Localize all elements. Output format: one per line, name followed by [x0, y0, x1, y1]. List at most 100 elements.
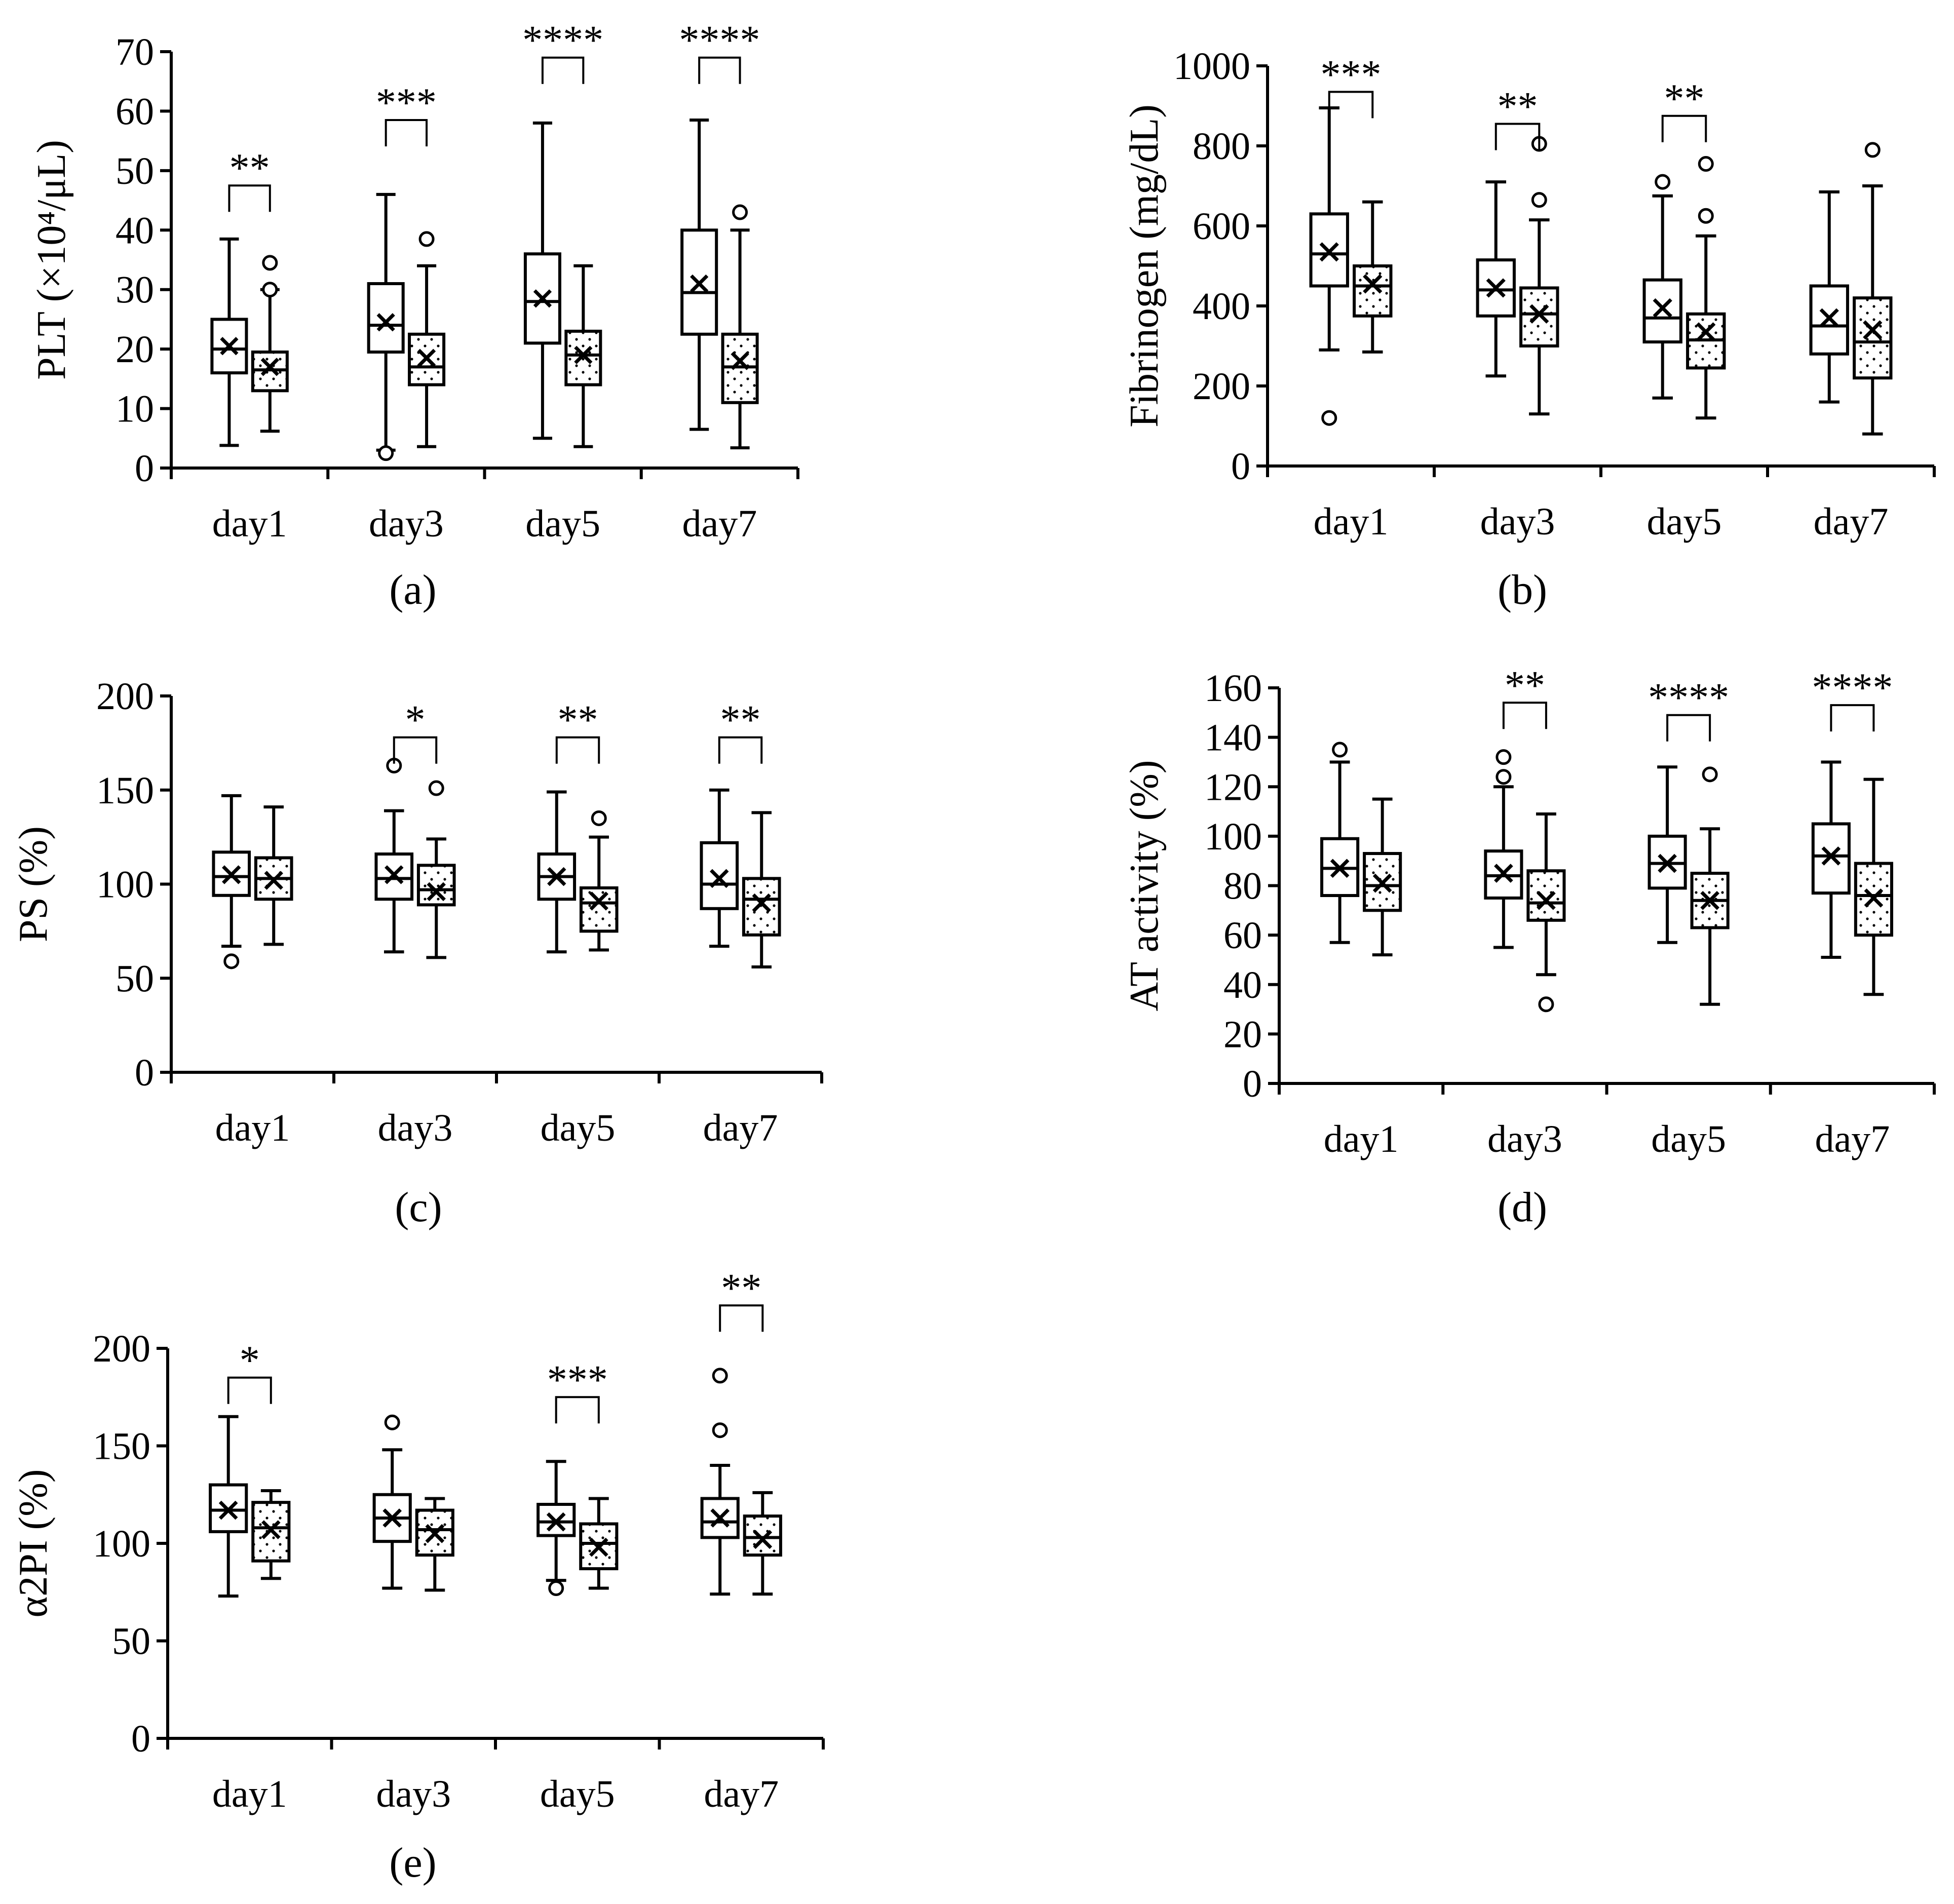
significance-label: *** — [547, 1357, 608, 1402]
mean-marker — [382, 1508, 402, 1528]
x-category-label: day3 — [378, 1107, 453, 1149]
box-day3-plain — [372, 1414, 412, 1590]
significance-bracket: *** — [1321, 52, 1382, 119]
y-tick-label: 0 — [135, 447, 154, 490]
y-tick-label: 200 — [93, 1328, 150, 1370]
significance-bracket: *** — [376, 81, 437, 147]
box-day1-dotted — [1353, 200, 1393, 354]
box-day5-plain — [523, 121, 561, 440]
significance-bracket: ** — [555, 698, 600, 764]
y-tick-label: 400 — [1193, 285, 1250, 328]
bracket-line — [1661, 114, 1707, 142]
x-category-label: day3 — [1480, 500, 1555, 543]
box-day3-dotted — [1526, 812, 1566, 1013]
box-iqr — [743, 1514, 782, 1557]
outlier-point — [1702, 766, 1718, 783]
box-day3-plain — [374, 757, 414, 954]
x-category-label: day7 — [1814, 500, 1889, 543]
significance-label: **** — [522, 18, 603, 63]
y-axis-label: PLT (×10⁴/μL) — [29, 140, 74, 380]
box-day5-dotted — [579, 1497, 619, 1590]
x-category-label: day7 — [703, 1107, 778, 1149]
significance-bracket: ** — [719, 1266, 764, 1332]
panel-d: 0 20 40 60 80 100 120 140 160 day1 day3 day5 day7 AT … — [1122, 663, 1936, 1231]
panel-b: 0 200 400 600 800 1000 day1 day3 day5 day7 Fibrino… — [1122, 45, 1936, 613]
box-day7-dotted — [743, 1491, 782, 1596]
mean-marker — [589, 891, 608, 911]
y-axis-label: α2PI (%) — [11, 1469, 56, 1618]
box-day5-dotted — [564, 264, 602, 448]
x-category-label: day3 — [369, 502, 444, 545]
box-day1-dotted — [254, 805, 293, 946]
outlier-point — [1698, 156, 1714, 172]
outlier-point — [1332, 742, 1348, 758]
outlier-point — [262, 255, 278, 271]
significance-bracket: **** — [522, 18, 603, 84]
mean-marker — [220, 337, 239, 356]
significance-bracket: ** — [228, 146, 271, 212]
box-day7-plain — [700, 1368, 740, 1596]
mean-marker — [1330, 859, 1350, 878]
box-iqr — [367, 282, 405, 354]
x-category-label: day1 — [212, 1773, 287, 1815]
x-category-label: day7 — [682, 502, 757, 545]
mean-marker — [752, 893, 771, 913]
significance-label: *** — [1321, 52, 1382, 97]
box-day1-plain — [209, 1415, 248, 1598]
significance-bracket: **** — [679, 18, 760, 84]
outlier-point — [223, 953, 240, 969]
y-tick-label: 200 — [96, 675, 154, 718]
box-day5-dotted — [579, 810, 619, 952]
y-tick-label: 80 — [1223, 865, 1262, 908]
outlier-point — [1655, 174, 1671, 190]
mean-marker — [753, 1530, 773, 1549]
bracket-line — [1495, 123, 1541, 150]
bracket-line — [1830, 704, 1875, 732]
panel-e: 0 50 100 150 200 day1 day3 day5 day7 α2PI (%) (e) *… — [11, 1266, 825, 1886]
significance-label: * — [240, 1338, 260, 1383]
box-iqr — [700, 841, 739, 910]
y-axis-label: Fibrinogen (mg/dL) — [1122, 104, 1167, 428]
y-axis-label: PS (%) — [11, 826, 56, 942]
box-day7-plain — [700, 788, 739, 948]
significance-bracket: **** — [1812, 666, 1893, 732]
outlier-point — [418, 231, 435, 247]
significance-bracket: * — [227, 1338, 272, 1404]
mean-marker — [222, 865, 241, 884]
box-day3-dotted — [416, 780, 456, 959]
outlier-point — [712, 1422, 728, 1439]
x-category-label: day1 — [215, 1107, 290, 1149]
box-iqr — [1526, 869, 1566, 922]
y-tick-label: 60 — [116, 90, 154, 133]
mean-marker — [218, 1500, 238, 1520]
mean-marker — [1529, 304, 1549, 324]
mean-marker — [574, 345, 593, 365]
box-day1-plain — [1309, 106, 1349, 426]
mean-marker — [710, 1508, 730, 1528]
panel-label: (b) — [1498, 566, 1547, 613]
bracket-line — [1666, 714, 1711, 742]
box-day3-dotted — [1519, 136, 1559, 416]
bracket-line — [719, 1304, 764, 1332]
box-iqr — [523, 252, 561, 345]
outlier-point — [732, 204, 748, 220]
bracket-line — [698, 56, 741, 84]
box-day1-dotted — [251, 1489, 291, 1580]
y-axis-label: AT activity (%) — [1122, 760, 1167, 1011]
panel-label: (d) — [1498, 1184, 1547, 1231]
mean-marker — [1658, 853, 1677, 873]
box-day5-plain — [1642, 174, 1682, 400]
mean-marker — [376, 313, 395, 332]
x-category-label: day5 — [1651, 1118, 1726, 1160]
outlier-point — [384, 1414, 400, 1430]
x-category-label: day7 — [1815, 1118, 1890, 1160]
box-iqr — [212, 850, 251, 897]
outlier-point — [262, 282, 278, 298]
box-day7-plain — [680, 119, 718, 431]
box-day7-dotted — [1853, 142, 1893, 436]
mean-marker — [1863, 320, 1883, 340]
box-day7-dotted — [1854, 778, 1893, 996]
mean-marker — [427, 882, 446, 902]
